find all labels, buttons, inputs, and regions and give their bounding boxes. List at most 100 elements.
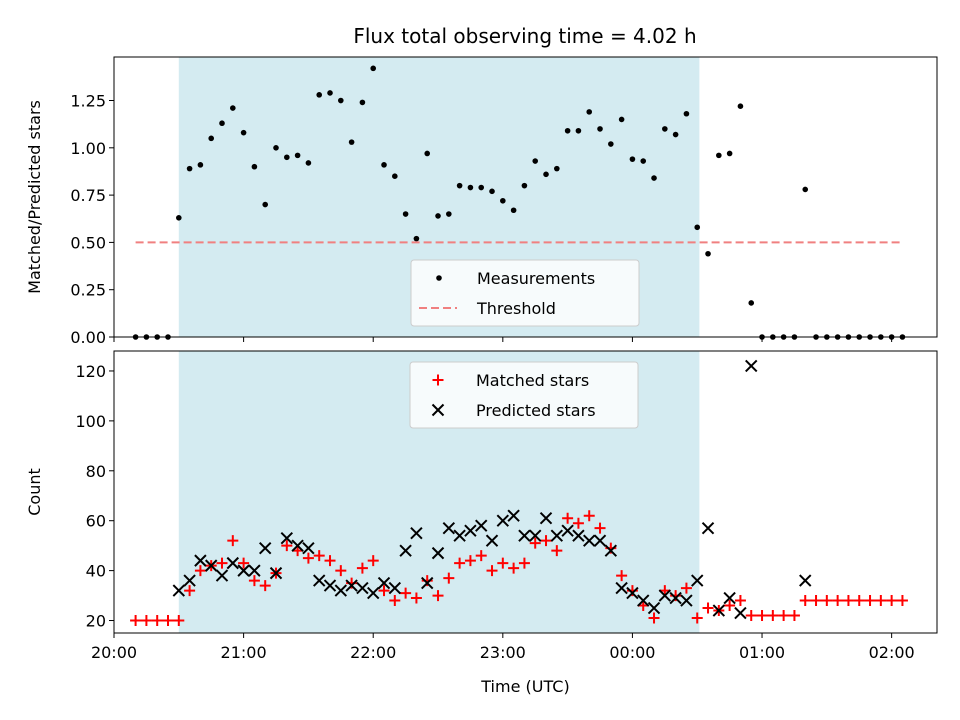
matched-stars-point	[443, 572, 455, 584]
matched-stars-point	[410, 592, 422, 604]
predicted-stars-point	[604, 544, 618, 557]
y-tick-label: 0.25	[70, 281, 106, 300]
measurements-point	[262, 201, 269, 208]
x-tick-label: 00:00	[609, 643, 655, 662]
predicted-stars-point	[799, 574, 812, 587]
legend-matched-stars-label: Matched stars	[476, 371, 589, 390]
predicted-stars-point	[388, 581, 402, 595]
legend-predicted-stars-label: Predicted stars	[476, 401, 596, 420]
matched-stars-point	[853, 595, 865, 607]
measurements-point	[338, 97, 344, 104]
legend-measurements-label: Measurements	[477, 269, 595, 288]
legend-threshold-label: Threshold	[476, 299, 556, 318]
y-ticks: 0.00 0.25 0.50 0.75 1.00 1.25	[70, 92, 114, 347]
measurements-point	[564, 127, 571, 134]
matched-stars-point	[367, 555, 379, 567]
matched-stars-point	[238, 557, 250, 569]
predicted-stars-point	[561, 524, 574, 537]
measurements-point	[359, 99, 366, 106]
measurements-point	[240, 129, 247, 136]
legend: Measurements Threshold	[410, 259, 640, 327]
measurements-point	[597, 126, 603, 132]
measurements-point	[273, 145, 279, 151]
legend-box	[409, 361, 639, 429]
predicted-stars-point	[723, 591, 736, 605]
matched-stars-point	[313, 550, 325, 562]
matched-stars-point	[583, 510, 595, 522]
matched-stars-point	[173, 615, 185, 627]
matched-stars-point	[864, 595, 876, 607]
predicted-stars-point	[518, 529, 531, 542]
matched-stars-point	[302, 552, 314, 564]
predicted-stars-point	[637, 594, 650, 607]
predicted-stars-point	[745, 359, 758, 373]
matched-stars-point	[184, 585, 196, 597]
predicted-stars-point	[291, 539, 304, 552]
matched-stars-point	[875, 595, 887, 607]
y-tick-label: 0.00	[70, 328, 106, 347]
measurements-point	[467, 184, 474, 191]
legend-measurements-swatch	[436, 275, 442, 281]
predicted-stars-point	[734, 606, 747, 620]
measurements-point	[402, 211, 409, 217]
predicted-stars-point	[269, 566, 283, 580]
predicted-stars-point	[194, 554, 207, 567]
y-tick-label: 100	[75, 412, 106, 431]
measurements-point	[802, 186, 809, 193]
matched-stars-point	[821, 595, 833, 607]
predicted-stars-point	[593, 534, 607, 547]
predicted-stars-point	[410, 526, 423, 540]
measurements-point	[575, 127, 582, 134]
measurements-point	[640, 158, 647, 164]
x-tick-label: 20:00	[91, 643, 137, 662]
matched-stars-point	[691, 612, 703, 624]
predicted-stars-point	[215, 569, 229, 582]
predicted-stars-point	[399, 544, 412, 557]
x-ticks: 20:00 21:00 22:00 23:00 00:00 01:00 02:00	[91, 633, 915, 662]
measurements-point	[716, 152, 722, 159]
measurements-point	[726, 150, 733, 157]
matched-stars-point	[400, 587, 412, 599]
measurements-point	[230, 105, 236, 111]
matched-stars-point	[788, 610, 800, 622]
top-panel: 0.00 0.25 0.50 0.75 1.00 1.25 Matched/Predict…	[25, 56, 938, 347]
measurements-point	[284, 154, 290, 161]
predicted-stars-point	[464, 524, 477, 537]
matched-stars-point	[594, 522, 606, 534]
matched-stars-point	[702, 602, 714, 614]
predicted-stars-point	[431, 546, 445, 560]
matched-stars-point	[508, 562, 520, 574]
matched-stars-point	[151, 615, 163, 627]
bottom-panel: 20 40 60 80 100 120 20:00 21:00 22:00 23:00 00:00…	[25, 350, 938, 696]
matched-stars-point	[551, 545, 563, 557]
x-tick-label: 22:00	[350, 643, 396, 662]
measurements-point	[672, 131, 679, 138]
y-ticks: 20 40 60 80 100 120	[75, 362, 114, 631]
matched-stars-point	[486, 565, 498, 577]
matched-stars-point	[745, 610, 757, 622]
measurements-point	[500, 197, 506, 204]
predicted-stars-point	[237, 564, 250, 577]
y-tick-label: 1.00	[70, 139, 106, 158]
chart-title: Flux total observing time = 4.02 h	[353, 24, 696, 48]
matched-stars-point	[227, 535, 239, 547]
predicted-stars-point	[539, 511, 553, 525]
matched-stars-point	[281, 540, 293, 552]
predicted-stars-point	[669, 591, 682, 605]
measurements-point	[456, 182, 463, 189]
x-ticks	[113, 337, 893, 342]
matched-stars-point	[194, 565, 206, 577]
matched-stars-point	[778, 610, 790, 622]
predicted-stars-point	[204, 559, 218, 572]
predicted-stars-point	[496, 514, 510, 527]
matched-stars-point	[248, 575, 260, 587]
matched-stars-point	[389, 595, 401, 607]
matched-stars-point	[540, 535, 552, 547]
matched-stars-point	[497, 557, 509, 569]
axes-frame	[113, 56, 938, 338]
predicted-stars-point	[226, 556, 240, 570]
measurements-point	[510, 207, 517, 214]
measurements-point	[186, 165, 193, 172]
measurements-point	[381, 162, 387, 168]
measurements-point	[392, 173, 398, 179]
